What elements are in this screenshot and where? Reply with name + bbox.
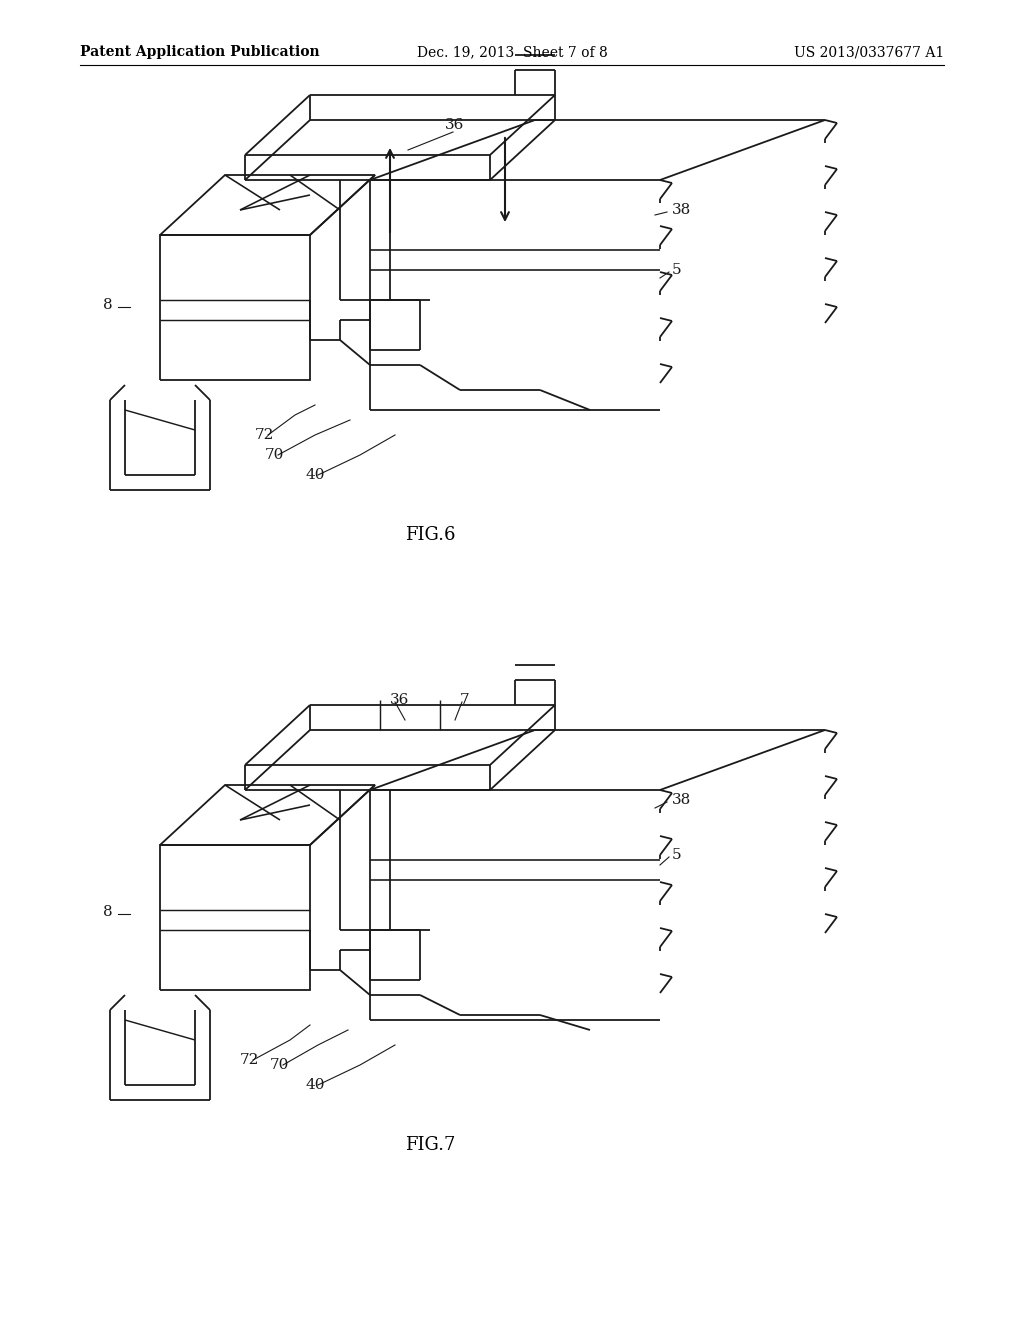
Text: 8: 8 (103, 906, 113, 919)
Text: 36: 36 (390, 693, 410, 708)
Text: 8: 8 (103, 298, 113, 312)
Text: 5: 5 (672, 263, 682, 277)
Text: 36: 36 (445, 117, 464, 132)
Text: 5: 5 (672, 847, 682, 862)
Text: 70: 70 (270, 1059, 290, 1072)
Text: FIG.7: FIG.7 (404, 1137, 456, 1154)
Text: US 2013/0337677 A1: US 2013/0337677 A1 (794, 45, 944, 59)
Text: 70: 70 (265, 447, 285, 462)
Text: 40: 40 (305, 469, 325, 482)
Text: FIG.6: FIG.6 (404, 525, 456, 544)
Text: 72: 72 (255, 428, 274, 442)
Text: Dec. 19, 2013  Sheet 7 of 8: Dec. 19, 2013 Sheet 7 of 8 (417, 45, 607, 59)
Text: 38: 38 (672, 203, 691, 216)
Text: 7: 7 (460, 693, 470, 708)
Text: 38: 38 (672, 793, 691, 807)
Text: 40: 40 (305, 1078, 325, 1092)
Text: 72: 72 (240, 1053, 259, 1067)
Text: Patent Application Publication: Patent Application Publication (80, 45, 319, 59)
